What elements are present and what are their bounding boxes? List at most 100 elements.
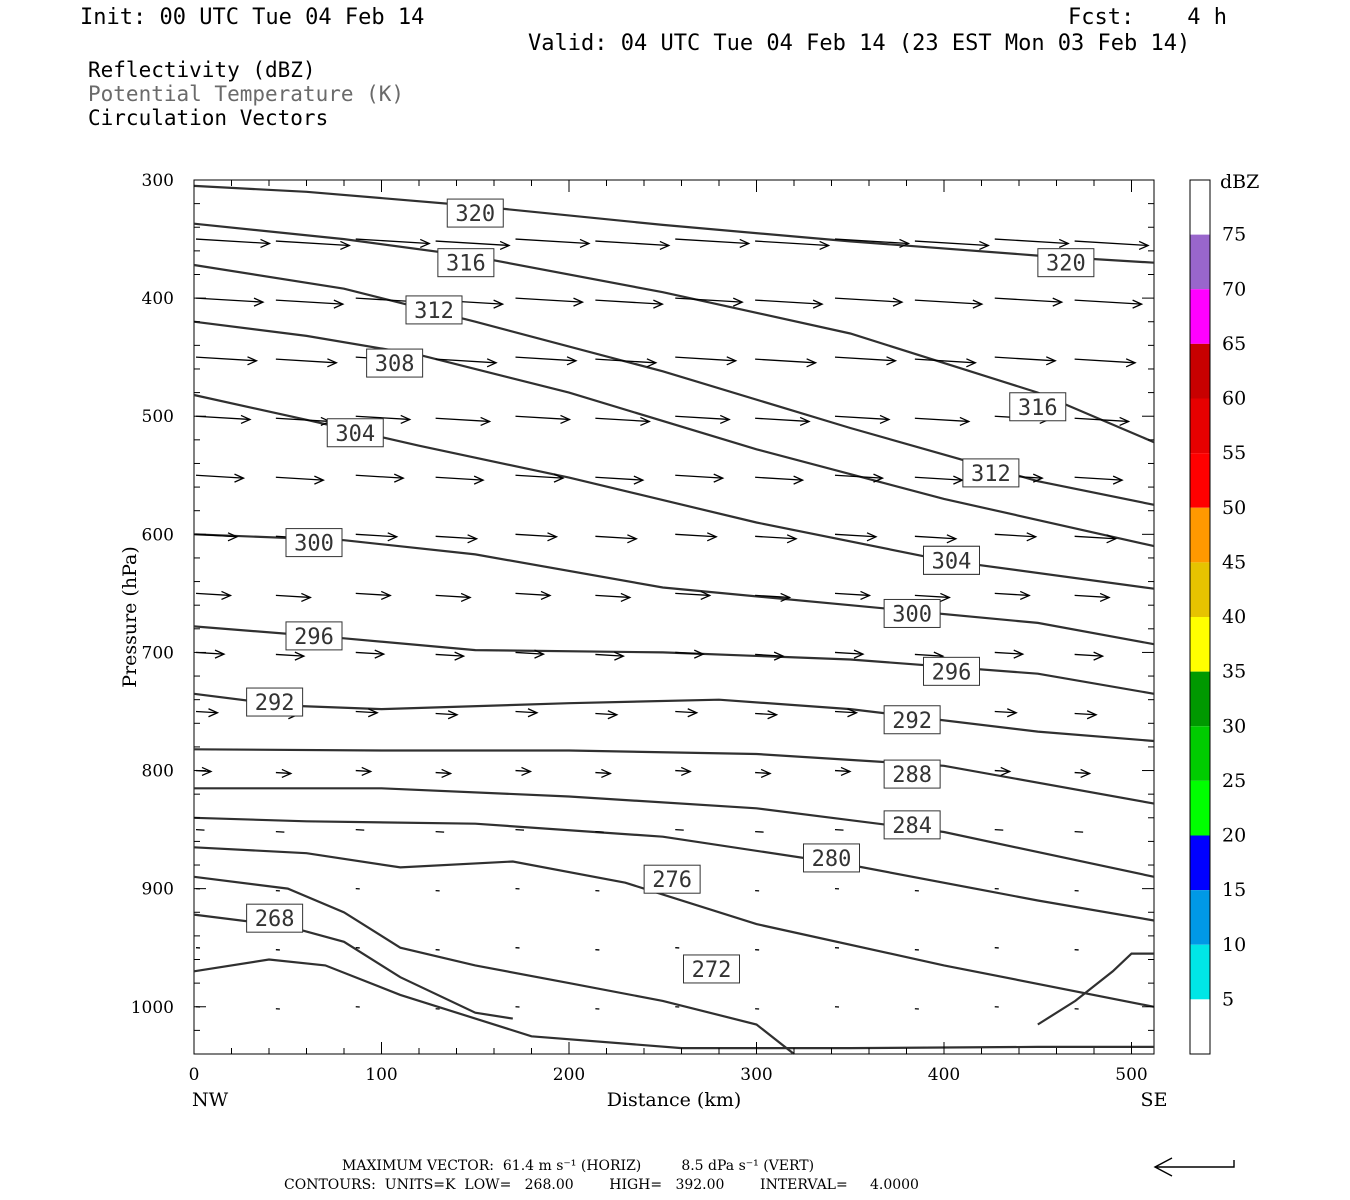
y-tick-label: 800 bbox=[142, 762, 174, 782]
vector-arrowhead bbox=[480, 416, 492, 427]
circulation-vector bbox=[595, 712, 617, 716]
vector-arrowhead bbox=[886, 356, 898, 366]
vector-arrowhead bbox=[221, 590, 233, 601]
vector-arrowhead bbox=[560, 414, 572, 425]
vector-arrowhead bbox=[260, 238, 272, 249]
circulation-vector bbox=[1074, 771, 1090, 775]
vector-arrowhead bbox=[899, 238, 911, 249]
circulation-vector bbox=[675, 592, 710, 597]
circulation-vector bbox=[355, 474, 404, 479]
theta-contour-288 bbox=[193, 748, 1155, 805]
vector-arrowhead bbox=[1000, 766, 1012, 777]
vector-arrowhead bbox=[486, 358, 498, 368]
circulation-vector bbox=[275, 830, 285, 833]
vector-arrowhead bbox=[281, 768, 293, 779]
circulation-vector bbox=[834, 238, 909, 245]
vector-arrowhead bbox=[1119, 416, 1131, 427]
circulation-vector bbox=[675, 297, 743, 303]
circulation-vector bbox=[755, 712, 777, 716]
contour-label-box bbox=[923, 656, 980, 686]
circulation-vector bbox=[914, 535, 956, 540]
theta-contour-292 bbox=[193, 692, 1155, 743]
contour-label-288: 288 bbox=[883, 759, 941, 789]
circulation-vector bbox=[515, 297, 583, 303]
circulation-vector bbox=[675, 238, 749, 245]
vector-arrowhead bbox=[979, 240, 990, 251]
theta-contour-284 bbox=[194, 787, 1155, 878]
circulation-vector bbox=[275, 358, 337, 364]
theta-contour-308 bbox=[193, 320, 1155, 548]
vector-arrowhead bbox=[680, 766, 692, 777]
vector-arrowhead bbox=[601, 768, 612, 779]
colorbar-tick-label: 65 bbox=[1222, 333, 1246, 355]
circulation-vector bbox=[275, 240, 350, 247]
circulation-vector bbox=[755, 535, 797, 540]
circulation-vector bbox=[355, 592, 391, 597]
circulation-vector bbox=[355, 533, 397, 538]
colorbar-tick-label: 40 bbox=[1222, 606, 1246, 628]
colorbar-swatch bbox=[1190, 780, 1210, 836]
vector-arrowhead bbox=[1080, 768, 1092, 779]
vector-arrowhead bbox=[767, 710, 779, 720]
vector-arrowhead bbox=[1106, 534, 1118, 544]
vector-arrowhead bbox=[819, 240, 831, 251]
vector-arrowhead bbox=[806, 358, 818, 368]
circulation-vector bbox=[675, 828, 684, 831]
circulation-vector bbox=[275, 594, 311, 599]
theta-contour-300 bbox=[193, 533, 1155, 646]
circulation-vector bbox=[914, 476, 963, 481]
circulation-vector bbox=[675, 356, 736, 362]
reference-vector bbox=[1156, 1160, 1235, 1168]
contour-label-text: 312 bbox=[414, 299, 454, 324]
circulation-vector bbox=[1074, 712, 1097, 716]
colorbar-swatch bbox=[1190, 944, 1210, 1000]
colorbar-tick-label: 75 bbox=[1222, 224, 1246, 246]
x-tick-label: 200 bbox=[553, 1065, 585, 1085]
circulation-vector bbox=[515, 769, 531, 773]
contour-label-300: 300 bbox=[883, 598, 941, 628]
circulation-vector bbox=[195, 238, 270, 245]
contour-label-text: 316 bbox=[446, 252, 486, 277]
contour-label-284: 284 bbox=[883, 810, 941, 840]
vector-arrowhead bbox=[1099, 592, 1111, 603]
contour-label-box bbox=[285, 528, 343, 558]
circulation-vector bbox=[515, 828, 525, 831]
circulation-vector bbox=[435, 476, 484, 481]
plot-frame bbox=[193, 179, 1155, 1055]
colorbar-tick-label: 35 bbox=[1222, 661, 1246, 683]
contour-label-272: 272 bbox=[683, 954, 740, 984]
circulation-vector bbox=[595, 594, 630, 599]
contour-label-text: 284 bbox=[892, 814, 932, 839]
colorbar-tick-label: 50 bbox=[1222, 497, 1246, 519]
circulation-vector bbox=[275, 417, 330, 423]
circulation-vector bbox=[914, 299, 982, 305]
circulation-vector bbox=[755, 830, 764, 833]
vector-arrowhead bbox=[1019, 590, 1031, 601]
vector-arrowhead bbox=[687, 708, 699, 718]
circulation-vector bbox=[834, 769, 851, 773]
circulation-vector bbox=[595, 535, 637, 540]
circulation-vector bbox=[755, 240, 829, 247]
contour-label-312: 312 bbox=[962, 458, 1020, 488]
colorbar-tick-label: 70 bbox=[1222, 278, 1246, 300]
circulation-vector bbox=[515, 533, 557, 538]
vector-arrowhead bbox=[201, 766, 213, 777]
circulation-vector bbox=[595, 830, 604, 833]
vector-arrowhead bbox=[553, 473, 565, 483]
circulation-vector bbox=[595, 417, 650, 423]
vector-arrowhead bbox=[773, 651, 785, 661]
colorbar-swatch bbox=[1190, 726, 1210, 781]
vector-arrowhead bbox=[892, 297, 904, 307]
circulation-vector bbox=[195, 710, 218, 714]
vector-arrowhead bbox=[693, 649, 705, 659]
theta-contour-272 bbox=[193, 875, 795, 1055]
circulation-vector bbox=[275, 771, 291, 775]
vector-arrowhead bbox=[1026, 532, 1038, 542]
contour-label-304: 304 bbox=[326, 418, 384, 448]
circulation-vector bbox=[515, 474, 564, 479]
circulation-vector bbox=[834, 356, 896, 362]
vector-arrowhead bbox=[812, 299, 824, 309]
colorbar-tick-label: 30 bbox=[1222, 715, 1246, 737]
x-tick-label: 300 bbox=[740, 1065, 772, 1085]
vector-arrowhead bbox=[327, 358, 338, 368]
